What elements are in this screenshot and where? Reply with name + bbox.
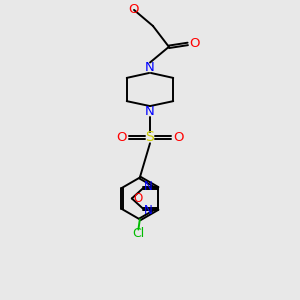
Text: O: O — [173, 131, 184, 144]
Text: O: O — [189, 38, 200, 50]
Text: N: N — [144, 180, 153, 193]
Text: S: S — [146, 130, 154, 145]
Text: N: N — [144, 204, 153, 217]
Text: O: O — [116, 131, 127, 144]
Text: N: N — [145, 61, 155, 74]
Text: O: O — [128, 3, 139, 16]
Text: Cl: Cl — [132, 227, 145, 240]
Text: N: N — [145, 105, 155, 118]
Text: O: O — [134, 192, 143, 205]
